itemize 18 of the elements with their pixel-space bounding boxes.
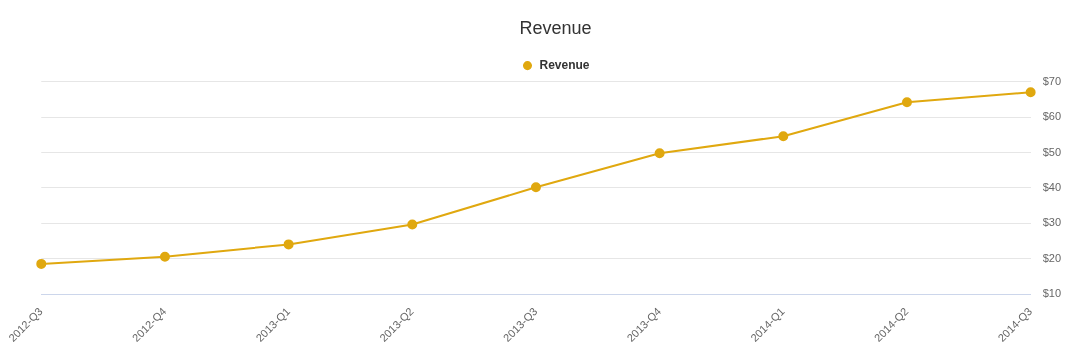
y-tick-label: $20 [1042, 251, 1062, 264]
point [36, 258, 47, 269]
y-tick-label: $50 [1042, 145, 1062, 158]
y-tick-label: $40 [1042, 181, 1062, 194]
point [1025, 87, 1036, 98]
point [407, 219, 418, 230]
y-tick-label: $70 [1042, 74, 1062, 87]
y-tick-label: $60 [1042, 110, 1062, 123]
point [901, 97, 912, 108]
legend-label: Revenue [539, 57, 590, 72]
y-tick-label: $30 [1042, 216, 1062, 229]
chart-title: Revenue [519, 17, 592, 38]
point [530, 182, 541, 193]
y-tick-label: $10 [1042, 287, 1062, 300]
point [159, 251, 170, 262]
point [654, 148, 665, 159]
point [778, 131, 789, 142]
point [283, 239, 294, 250]
